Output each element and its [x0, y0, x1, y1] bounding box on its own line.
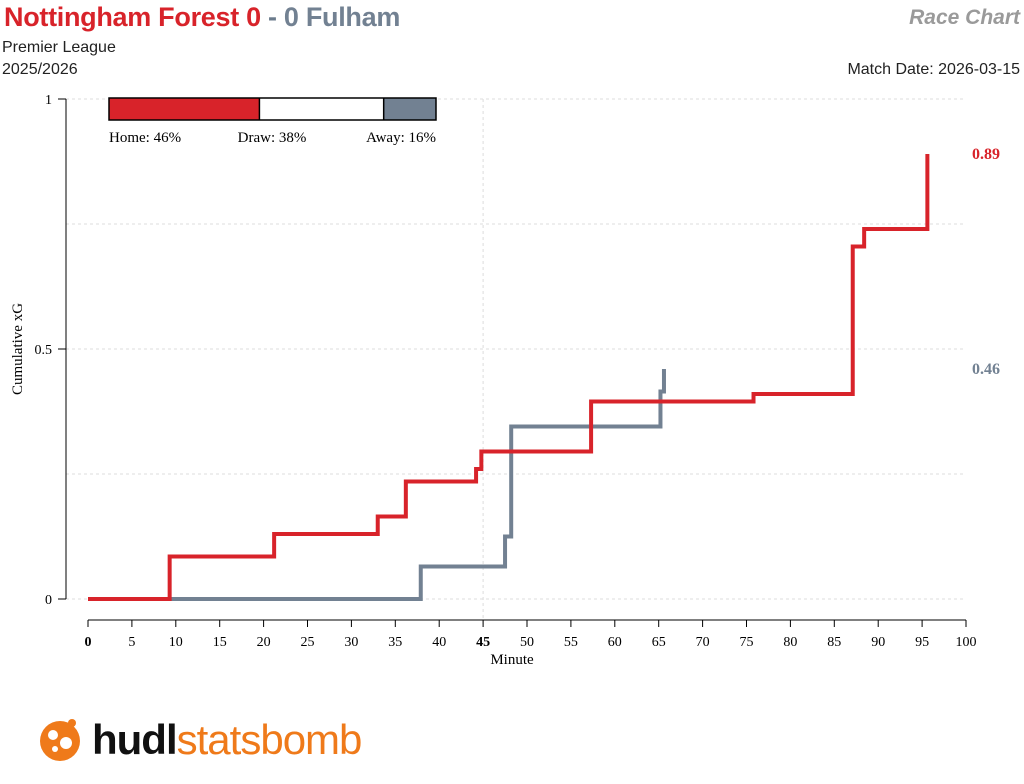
win-probability-bar: Home: 46% Draw: 38% Away: 16% [108, 97, 437, 146]
x-tick-label: 85 [827, 635, 841, 650]
away-team-score: 0 Fulham [283, 2, 401, 32]
x-tick-label: 75 [740, 635, 754, 650]
home-team-score: Nottingham Forest 0 [4, 2, 261, 32]
y-tick-label: 1 [45, 93, 52, 108]
away-probability-label: Away: 16% [366, 130, 436, 146]
chart-labels: Minute Cumulative xG [10, 303, 534, 668]
chart-type-label: Race Chart [909, 6, 1020, 29]
season-label: 2025/2026 [2, 61, 78, 78]
statsbomb-logo-icon [40, 719, 80, 761]
x-tick-label: 55 [564, 635, 578, 650]
x-tick-label: 50 [520, 635, 534, 650]
home-xg-total-label: 0.89 [972, 146, 1000, 163]
draw-probability-label: Draw: 38% [238, 130, 307, 146]
match-date: Match Date: 2026-03-15 [847, 61, 1020, 78]
logo-statsbomb-text: statsbomb [176, 716, 363, 763]
home-probability-label: Home: 46% [109, 130, 181, 146]
chart-series: 0.46 0.89 [88, 146, 1000, 601]
hudl-statsbomb-logo: hudlstatsbomb [36, 712, 363, 768]
y-tick-label: 0.5 [35, 343, 53, 358]
x-tick-label: 30 [344, 635, 358, 650]
competition-name: Premier League [2, 39, 116, 56]
x-tick-label: 95 [915, 635, 929, 650]
x-tick-label: 45 [476, 635, 490, 650]
x-tick-label: 35 [388, 635, 402, 650]
home-probability-segment [109, 98, 260, 120]
x-tick-label: 80 [783, 635, 797, 650]
probability-bar-outline [108, 97, 437, 121]
chart-grid [66, 98, 966, 625]
home-xg-line [88, 154, 930, 601]
away-xg-line [88, 369, 666, 601]
y-axis-title: Cumulative xG [10, 303, 26, 395]
match-title: Nottingham Forest 0 - 0 Fulham [4, 2, 400, 33]
y-tick-label: 0 [45, 593, 52, 608]
x-tick-label: 60 [608, 635, 622, 650]
x-tick-label: 10 [169, 635, 183, 650]
chart-axes: 00.510 5 10 15 20 25 30 35 40 45 50 55 60 65 70 75 80 85 9… [35, 93, 977, 650]
draw-probability-segment [259, 98, 384, 120]
x-tick-label: 0 [85, 635, 92, 650]
x-tick-label: 90 [871, 635, 885, 650]
score-separator: - [268, 2, 277, 32]
chart-header: Nottingham Forest 0 - 0 Fulham Premier L… [0, 0, 1024, 90]
x-tick-label: 70 [696, 635, 710, 650]
x-tick-label: 100 [956, 635, 977, 650]
away-probability-segment [383, 98, 436, 120]
logo-wordmark: hudlstatsbomb [92, 716, 363, 763]
race-chart: 00.510 5 10 15 20 25 30 35 40 45 50 55 60 65 70 75 80 85 9… [10, 93, 1000, 668]
x-tick-label: 65 [652, 635, 666, 650]
away-xg-total-label: 0.46 [972, 361, 1000, 378]
x-tick-label: 20 [257, 635, 271, 650]
x-tick-label: 5 [128, 635, 135, 650]
x-tick-label: 40 [432, 635, 446, 650]
x-tick-label: 15 [213, 635, 227, 650]
x-tick-label: 25 [301, 635, 315, 650]
x-axis-title: Minute [490, 652, 534, 668]
logo-hudl-text: hudl [92, 716, 178, 763]
